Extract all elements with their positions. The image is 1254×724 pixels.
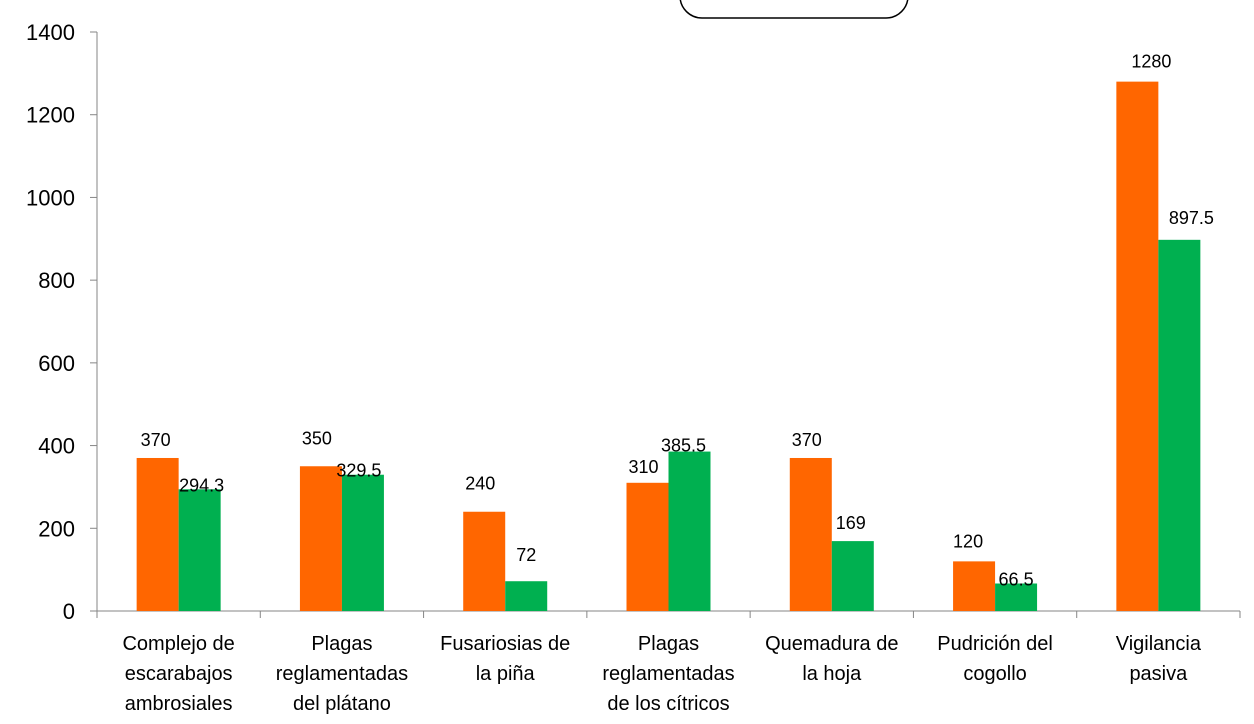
x-category-label-line: Plagas: [638, 633, 699, 655]
x-category-label-line: pasiva: [1129, 663, 1188, 685]
data-label: 120: [953, 531, 983, 551]
data-label: 350: [302, 428, 332, 448]
bar-series-2: [505, 581, 548, 611]
y-tick-label: 400: [38, 434, 75, 459]
y-tick-label: 200: [38, 516, 75, 541]
data-label: 310: [628, 457, 658, 477]
data-label: 169: [836, 513, 866, 533]
x-category-label-line: Pudrición del: [937, 633, 1053, 655]
x-category-label-line: reglamentadas: [276, 663, 408, 685]
bar-series-2: [1158, 239, 1201, 611]
data-label: 72: [516, 545, 536, 565]
data-label: 370: [792, 430, 822, 450]
bar-series-1: [463, 511, 506, 611]
y-tick-label: 1000: [26, 185, 75, 210]
legend-box: [679, 0, 909, 19]
bar-series-1: [953, 561, 996, 611]
x-category-label: Complejo de escarabajos ambrosiales: [122, 633, 234, 715]
data-label: 370: [141, 430, 171, 450]
x-category-label: Fusariosias de la piña: [440, 633, 570, 685]
data-label: 385.5: [661, 436, 706, 456]
axes: 0 200 400 600 800 1000 1200 1400 Complejo de esca…: [26, 20, 1241, 715]
bar-series-1: [789, 457, 832, 611]
y-tick-label: 1400: [26, 20, 75, 45]
y-tick-label: 1200: [26, 103, 75, 128]
x-category-label-line: reglamentadas: [602, 663, 734, 685]
x-category-label-line: Quemadura de: [765, 633, 898, 655]
y-tick-label: 600: [38, 351, 75, 376]
data-label: 1280: [1131, 52, 1171, 72]
data-label: 66.5: [999, 569, 1034, 589]
bar-series-1: [626, 482, 669, 611]
x-category-label-line: de los cítricos: [607, 693, 729, 715]
y-tick-label: 800: [38, 268, 75, 293]
data-label: 897.5: [1169, 208, 1214, 228]
data-label: 294.3: [179, 475, 224, 495]
x-category-label: Pudrición del cogollo: [937, 633, 1053, 685]
x-category-label-line: ambrosiales: [125, 693, 233, 715]
x-category-label-line: Plagas: [311, 633, 372, 655]
bar-series-2: [341, 474, 384, 611]
y-tick-label: 0: [63, 599, 75, 624]
x-category-label-line: la hoja: [802, 663, 862, 685]
bar-series-2: [995, 583, 1038, 611]
x-category-label-line: cogollo: [963, 663, 1026, 685]
x-category-label: Plagas reglamentadas de los cítricos: [602, 633, 734, 715]
data-labels: 370 350 240 310 370 120 1280 294.3 329.5 72 385.5 1…: [141, 52, 1214, 590]
data-label: 240: [465, 474, 495, 494]
x-category-label-line: Fusariosias de: [440, 633, 570, 655]
x-category-label-line: del plátano: [293, 693, 391, 715]
x-category-label-line: Complejo de: [122, 633, 234, 655]
x-category-label: Vigilancia pasiva: [1116, 633, 1202, 685]
data-label: 329.5: [336, 461, 381, 481]
x-category-label-line: Vigilancia: [1116, 633, 1202, 655]
bar-series-1: [1116, 81, 1159, 612]
x-category-label-line: la piña: [476, 663, 536, 685]
bar-series-1: [136, 457, 179, 611]
bar-series-2: [668, 451, 711, 611]
bars: [136, 81, 1201, 612]
x-category-label: Quemadura de la hoja: [765, 633, 898, 685]
bar-series-2: [831, 541, 874, 611]
bar-series-2: [178, 489, 221, 611]
x-category-label: Plagas reglamentadas del plátano: [276, 633, 408, 715]
x-category-label-line: escarabajos: [125, 663, 233, 685]
bar-series-1: [299, 466, 342, 611]
